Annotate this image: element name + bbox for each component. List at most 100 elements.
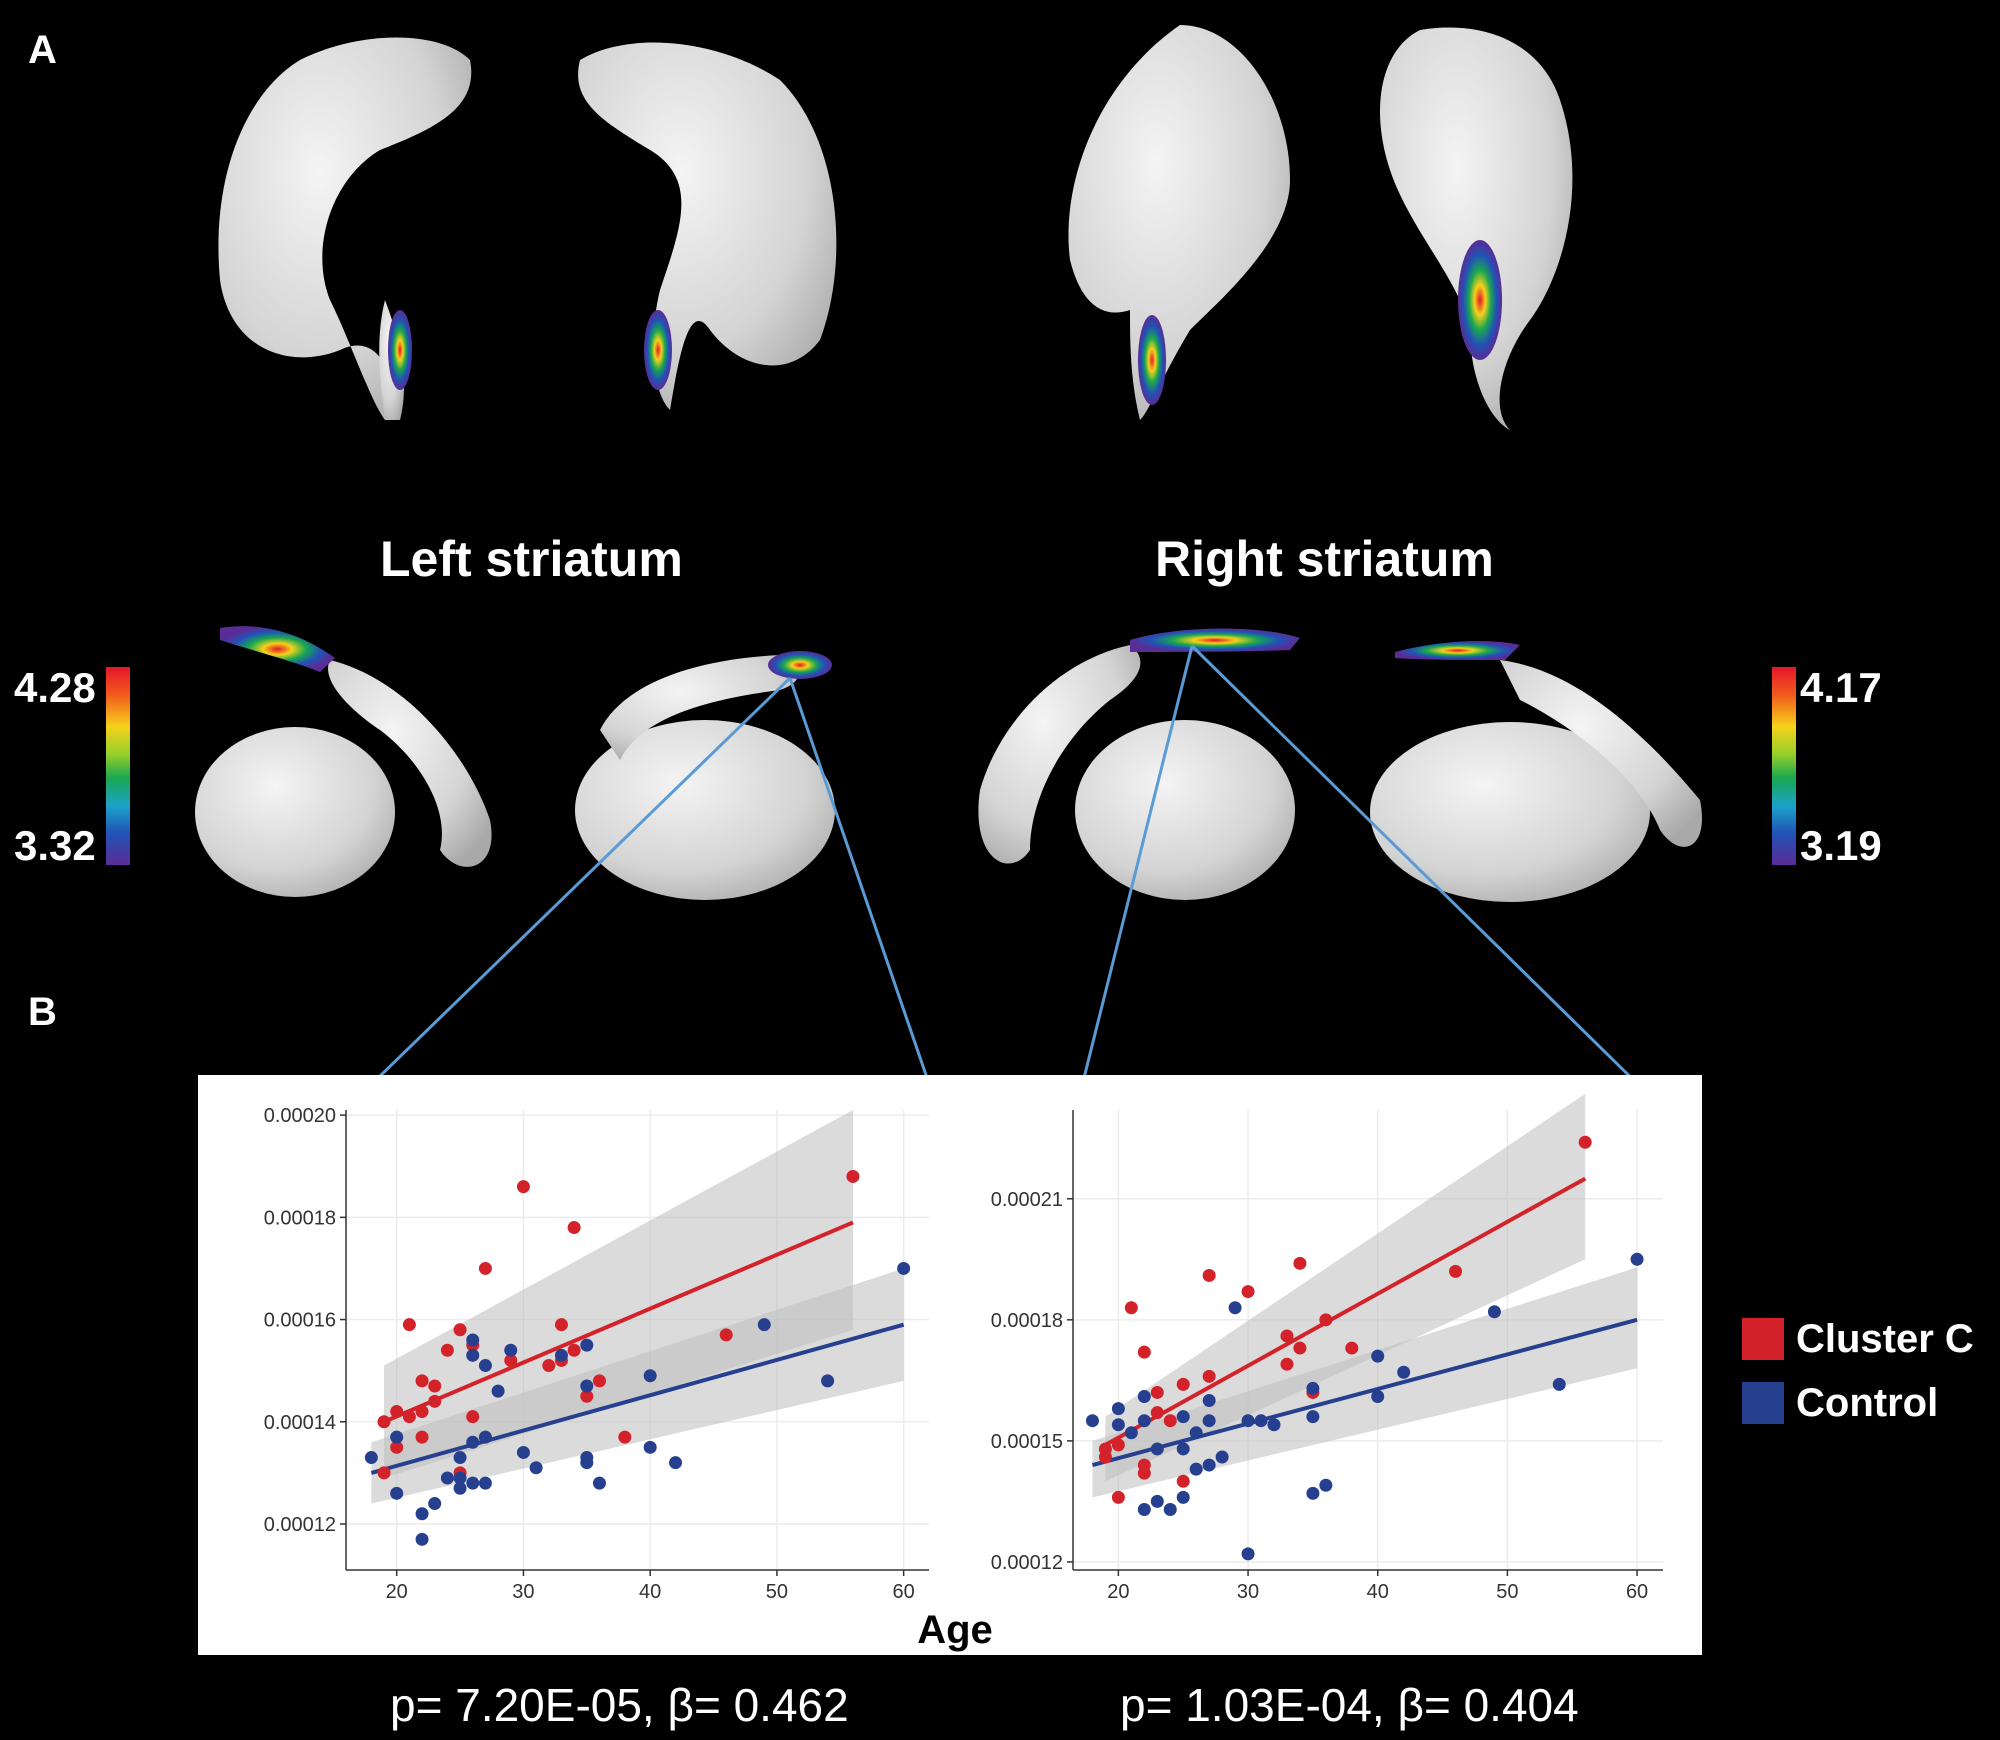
- right-data-point-1: [1371, 1389, 1385, 1403]
- left-data-point-1: [643, 1440, 657, 1454]
- left-data-point-0: [415, 1374, 429, 1388]
- left-x-tick-label: 40: [639, 1581, 661, 1603]
- left-data-point-0: [719, 1328, 733, 1342]
- right-x-tick-label: 60: [1626, 1581, 1648, 1603]
- right-x-tick-label: 30: [1237, 1581, 1259, 1603]
- right-data-point-0: [1111, 1438, 1125, 1452]
- right-y-tick-label: 0.00015: [991, 1431, 1063, 1453]
- left-data-point-1: [669, 1456, 683, 1470]
- left-data-point-0: [592, 1374, 606, 1388]
- right-data-point-1: [1215, 1450, 1229, 1464]
- legend-label-control: Control: [1796, 1380, 1939, 1425]
- right-data-point-0: [1176, 1474, 1190, 1488]
- left-data-point-1: [580, 1338, 594, 1352]
- left-data-point-1: [580, 1379, 594, 1393]
- left-data-point-1: [478, 1476, 492, 1490]
- right-striatum-top-view-1: [1068, 25, 1290, 420]
- right-x-tick-label: 40: [1367, 1581, 1389, 1603]
- left-data-point-0: [428, 1394, 442, 1408]
- right-data-point-0: [1137, 1466, 1151, 1480]
- left-y-tick-label: 0.00012: [264, 1514, 336, 1536]
- right-data-point-1: [1176, 1442, 1190, 1456]
- left-data-point-1: [897, 1261, 911, 1275]
- right-data-point-0: [1293, 1341, 1307, 1355]
- legend-swatch-cluster-c: [1742, 1318, 1784, 1360]
- left-y-tick-label: 0.00014: [264, 1412, 336, 1434]
- right-colorbar: [1772, 667, 1796, 865]
- left-trend-line-1: [370, 1322, 905, 1475]
- left-data-point-0: [390, 1440, 404, 1454]
- right-data-point-1: [1306, 1381, 1320, 1395]
- right-data-point-1: [1241, 1547, 1255, 1561]
- legend-swatch-control: [1742, 1382, 1784, 1424]
- right-data-point-1: [1241, 1414, 1255, 1428]
- left-data-point-1: [453, 1471, 467, 1485]
- left-data-point-0: [428, 1379, 442, 1393]
- right-x-tick-label: 20: [1107, 1581, 1129, 1603]
- right-stat-text: p= 1.03E-04, β= 0.404: [1120, 1679, 1579, 1731]
- left-data-point-0: [402, 1410, 416, 1424]
- right-data-point-0: [1202, 1369, 1216, 1383]
- left-data-point-1: [643, 1369, 657, 1383]
- left-data-point-1: [364, 1451, 378, 1465]
- left-striatum-top-view-2: [578, 42, 837, 410]
- left-y-tick-label: 0.00020: [264, 1105, 336, 1127]
- left-data-point-1: [516, 1445, 530, 1459]
- right-y-tick-label: 0.00021: [991, 1189, 1063, 1211]
- scatter-plots: 0.00012 0.00014 0.00016 0.00018 0.00020 20 30 4…: [264, 1093, 1663, 1652]
- legend-label-cluster-c: Cluster C: [1796, 1316, 1974, 1361]
- left-data-point-0: [846, 1169, 860, 1183]
- right-data-point-0: [1098, 1450, 1112, 1464]
- left-data-point-1: [415, 1532, 429, 1546]
- left-x-tick-label: 60: [893, 1581, 915, 1603]
- right-data-point-0: [1578, 1135, 1592, 1149]
- right-data-point-1: [1111, 1402, 1125, 1416]
- right-data-point-0: [1319, 1313, 1333, 1327]
- right-trend-line-0: [1104, 1176, 1587, 1447]
- left-data-point-1: [466, 1333, 480, 1347]
- right-data-point-1: [1267, 1418, 1281, 1432]
- left-data-point-0: [402, 1318, 416, 1332]
- left-data-point-1: [390, 1486, 404, 1500]
- right-data-point-0: [1176, 1377, 1190, 1391]
- left-data-point-0: [542, 1359, 556, 1373]
- right-colorbar-max: 4.17: [1800, 664, 1882, 711]
- legend-item-cluster-c: Cluster C: [1742, 1307, 1974, 1371]
- right-data-point-1: [1254, 1414, 1268, 1428]
- left-data-point-1: [453, 1451, 467, 1465]
- left-striatum-top-view-1: [218, 37, 472, 420]
- right-data-point-0: [1202, 1268, 1216, 1282]
- left-x-tick-label: 20: [386, 1581, 408, 1603]
- left-data-point-0: [504, 1353, 518, 1367]
- left-data-point-0: [478, 1261, 492, 1275]
- left-data-point-1: [466, 1348, 480, 1362]
- right-data-point-1: [1176, 1490, 1190, 1504]
- left-striatum-lateral-view-2: [575, 651, 835, 900]
- left-data-point-1: [440, 1471, 454, 1485]
- right-data-point-0: [1124, 1301, 1138, 1315]
- left-data-point-0: [377, 1415, 391, 1429]
- left-striatum-scatter-plot: 0.00012 0.00014 0.00016 0.00018 0.00020 20 30 4…: [264, 1105, 929, 1603]
- right-data-point-1: [1319, 1478, 1333, 1492]
- left-data-point-1: [821, 1374, 835, 1388]
- left-y-tick-label: 0.00018: [264, 1207, 336, 1229]
- right-data-point-0: [1163, 1414, 1177, 1428]
- right-x-tick-label: 50: [1496, 1581, 1518, 1603]
- left-data-point-1: [390, 1430, 404, 1444]
- right-data-point-1: [1202, 1394, 1216, 1408]
- left-colorbar-min: 3.32: [14, 822, 96, 869]
- left-colorbar: [106, 667, 130, 865]
- right-data-point-0: [1449, 1264, 1463, 1278]
- right-data-point-1: [1085, 1414, 1099, 1428]
- right-data-point-0: [1345, 1341, 1359, 1355]
- right-data-point-0: [1293, 1256, 1307, 1270]
- left-data-point-1: [757, 1318, 771, 1332]
- left-data-point-1: [554, 1348, 568, 1362]
- left-data-point-1: [466, 1476, 480, 1490]
- left-data-point-0: [453, 1323, 467, 1337]
- panel-a-label: A: [28, 28, 57, 72]
- right-striatum-top-view-2: [1380, 27, 1573, 431]
- left-data-point-1: [466, 1435, 480, 1449]
- left-striatum-lateral-view-1: [195, 626, 492, 897]
- right-data-point-1: [1137, 1389, 1151, 1403]
